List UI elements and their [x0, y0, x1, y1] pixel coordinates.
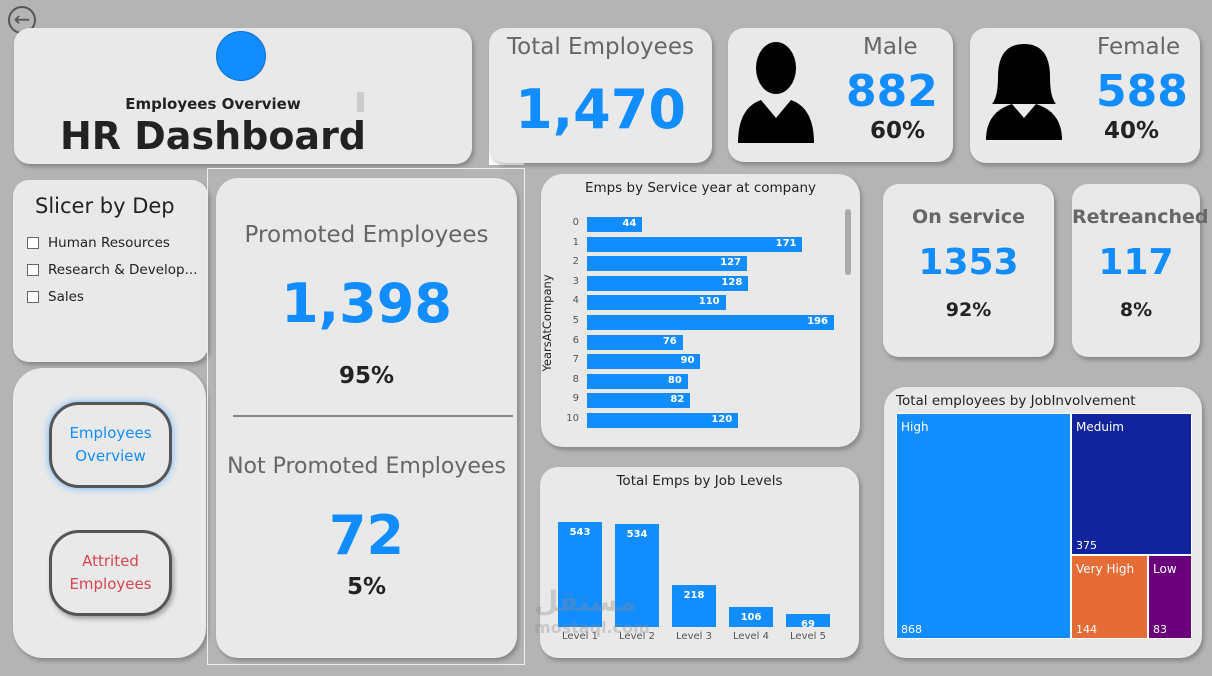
- not-promoted-value: 72: [328, 504, 405, 567]
- treemap-tile-high[interactable]: High 868: [896, 413, 1071, 639]
- on-service-value: 1353: [918, 242, 1019, 283]
- male-value: 882: [846, 66, 938, 117]
- slicer-card: Slicer by Dep Human Resources Research &…: [13, 180, 208, 362]
- bar[interactable]: 120: [587, 413, 739, 428]
- bar[interactable]: 196: [587, 315, 834, 330]
- promoted-card: Promoted Employees 1,398 95% Not Promote…: [216, 178, 517, 658]
- treemap-tile-medium[interactable]: Meduim 375: [1071, 413, 1192, 555]
- chart-title: Total Emps by Job Levels: [616, 473, 783, 489]
- x-tick-label: Level 1: [562, 631, 598, 642]
- retreanched-percent: 8%: [1119, 299, 1153, 321]
- checkbox[interactable]: [27, 291, 39, 303]
- slicer-title: Slicer by Dep: [35, 194, 175, 218]
- y-tick-label: 3: [572, 275, 579, 287]
- slicer-item-label: Sales: [48, 289, 84, 305]
- bar[interactable]: 128: [587, 275, 749, 291]
- x-tick-label: Level 2: [619, 631, 655, 642]
- retreanched-label: Retreanched: [1072, 206, 1209, 228]
- divider: [233, 415, 513, 417]
- bar[interactable]: 110: [587, 295, 726, 311]
- slicer-item-rnd[interactable]: Research & Develop...: [27, 262, 197, 278]
- subtitle: Employees Overview: [125, 95, 301, 113]
- bar[interactable]: 82: [587, 393, 691, 409]
- bar[interactable]: 106: [729, 606, 773, 627]
- bar[interactable]: 218: [672, 584, 716, 627]
- selection-outline: [207, 168, 525, 665]
- scroll-stub: [357, 92, 364, 112]
- bar[interactable]: 543: [558, 522, 602, 627]
- on-service-label: On service: [912, 206, 1025, 228]
- female-label: Female: [1097, 34, 1181, 60]
- page-title: HR Dashboard: [59, 114, 367, 158]
- female-value: 588: [1096, 66, 1188, 117]
- bar[interactable]: 127: [587, 256, 748, 272]
- attrited-employees-button[interactable]: Attrited Employees: [49, 530, 172, 616]
- y-tick-label: 4: [572, 295, 579, 307]
- female-percent: 40%: [1104, 118, 1160, 144]
- male-person-icon: [738, 42, 814, 143]
- y-tick-label: 5: [572, 315, 579, 326]
- y-tick-label: 10: [566, 413, 579, 424]
- slicer-item-label: Research & Develop...: [48, 262, 198, 278]
- female-card: Female 588 40%: [970, 28, 1200, 163]
- promoted-value: 1,398: [281, 272, 452, 335]
- employees-overview-button[interactable]: Employees Overview: [49, 402, 172, 488]
- slicer-item-label: Human Resources: [48, 235, 170, 251]
- male-label: Male: [863, 34, 918, 60]
- watermark: مستقل mostaql.com: [534, 585, 650, 637]
- y-tick-label: 2: [572, 256, 579, 268]
- not-promoted-label: Not Promoted Employees: [227, 454, 506, 479]
- checkbox[interactable]: [27, 237, 39, 249]
- chart-title: Total employees by JobInvolvement: [896, 393, 1136, 409]
- x-tick-label: Level 3: [676, 631, 712, 642]
- y-tick-label: 6: [572, 334, 579, 346]
- chart-title: Emps by Service year at company: [584, 180, 817, 196]
- logo-circle: [216, 31, 266, 81]
- retreanched-card: Retreanched 117 8%: [1072, 184, 1209, 357]
- job-involvement-treemap: Total employees by JobInvolvement High 86…: [884, 387, 1202, 658]
- male-percent: 60%: [870, 118, 926, 144]
- bar[interactable]: 171: [587, 236, 803, 252]
- bar[interactable]: 534: [615, 523, 659, 627]
- bar[interactable]: 80: [587, 373, 688, 389]
- total-employees-card: Total Employees 1,470: [489, 28, 712, 163]
- y-tick-label: 9: [572, 393, 579, 405]
- job-levels-chart: Total Emps by Job Levels 543 Level 1 534 Le…: [534, 467, 859, 658]
- on-service-card: On service 1353 92%: [883, 184, 1054, 357]
- nav-card: Employees Overview Attrited Employees: [13, 368, 206, 658]
- total-label: Total Employees: [507, 34, 694, 60]
- bar[interactable]: 69: [786, 613, 830, 630]
- header-card: Employees Overview HR Dashboard: [14, 28, 472, 164]
- total-value: 1,470: [515, 78, 686, 141]
- x-tick-label: Level 4: [733, 631, 769, 642]
- male-card: Male 882 60%: [728, 28, 953, 162]
- promoted-label: Promoted Employees: [244, 222, 489, 248]
- x-tick-label: Level 5: [790, 631, 826, 642]
- retreanched-value: 117: [1098, 242, 1174, 283]
- scrollbar[interactable]: [845, 209, 851, 275]
- female-person-icon: [986, 44, 1062, 140]
- treemap-tile-low[interactable]: Low 83: [1148, 555, 1192, 639]
- promoted-percent: 95%: [338, 363, 395, 389]
- y-tick-label: 1: [572, 236, 579, 248]
- treemap-tile-very-high[interactable]: Very High 144: [1071, 555, 1148, 639]
- y-tick-label: 8: [572, 373, 579, 385]
- checkbox[interactable]: [27, 264, 39, 276]
- not-promoted-percent: 5%: [346, 574, 387, 600]
- y-tick-label: 7: [572, 354, 579, 366]
- bar[interactable]: 90: [587, 354, 701, 370]
- service-year-chart: Emps by Service year at company YearsAtC…: [540, 174, 860, 447]
- on-service-percent: 92%: [945, 299, 992, 321]
- y-tick-label: 0: [572, 217, 579, 228]
- bar[interactable]: 76: [587, 334, 683, 350]
- slicer-item-sales[interactable]: Sales: [27, 289, 84, 305]
- slicer-item-hr[interactable]: Human Resources: [27, 235, 170, 251]
- bar[interactable]: 44: [587, 217, 643, 232]
